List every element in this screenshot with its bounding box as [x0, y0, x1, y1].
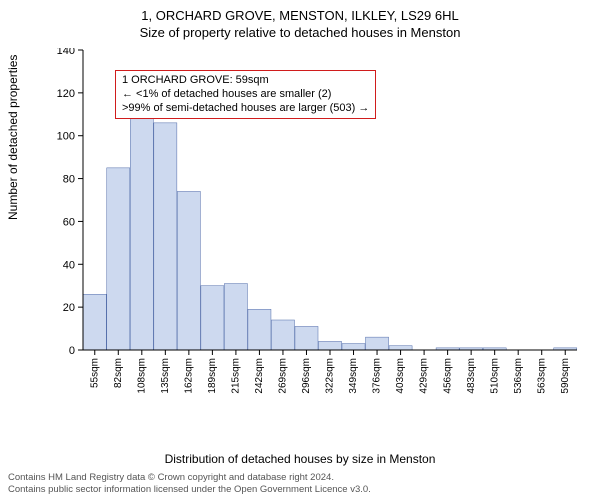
y-tick-label: 60 — [63, 216, 75, 228]
histogram-bar — [248, 309, 271, 350]
x-tick-label: 242sqm — [254, 358, 265, 394]
x-tick-label: 429sqm — [419, 358, 430, 394]
attribution-footer: Contains HM Land Registry data © Crown c… — [8, 472, 371, 496]
footer-line1: Contains HM Land Registry data © Crown c… — [8, 472, 371, 484]
x-tick-label: 536sqm — [513, 358, 524, 394]
x-tick-label: 483sqm — [466, 358, 477, 394]
x-tick-label: 108sqm — [136, 358, 147, 394]
x-tick-label: 55sqm — [89, 358, 100, 388]
x-tick-label: 82sqm — [113, 358, 124, 388]
x-tick-label: 189sqm — [207, 358, 218, 394]
histogram-bar — [389, 346, 412, 350]
x-tick-label: 215sqm — [231, 358, 242, 394]
histogram-bar — [177, 191, 200, 350]
y-tick-label: 120 — [57, 88, 75, 100]
footer-line2: Contains public sector information licen… — [8, 484, 371, 496]
y-tick-label: 100 — [57, 131, 75, 143]
x-tick-label: 322sqm — [325, 358, 336, 394]
y-axis-label: Number of detached properties — [6, 55, 20, 220]
annotation-line3: >99% of semi-detached houses are larger … — [122, 102, 369, 116]
y-tick-label: 140 — [57, 48, 75, 57]
x-axis-label: Distribution of detached houses by size … — [0, 452, 600, 466]
chart-area: 0 20 40 60 80 100 120 140 55sqm 82sqm 108sqm 135sqm… — [55, 48, 585, 398]
x-tick-label: 456sqm — [442, 358, 453, 394]
x-tick-label: 510sqm — [489, 358, 500, 394]
annotation-box: 1 ORCHARD GROVE: 59sqm ← <1% of detached… — [115, 70, 376, 119]
x-tick-label: 349sqm — [348, 358, 359, 394]
histogram-bar — [154, 123, 177, 350]
histogram-bar — [130, 119, 153, 350]
histogram-bar — [295, 326, 318, 350]
x-tick-label: 563sqm — [536, 358, 547, 394]
histogram-bar — [366, 337, 389, 350]
x-tick-label: 403sqm — [395, 358, 406, 394]
annotation-line2: ← <1% of detached houses are smaller (2) — [122, 88, 369, 102]
y-tick-label: 0 — [69, 345, 75, 357]
histogram-bar — [107, 168, 130, 350]
x-tick-label: 162sqm — [183, 358, 194, 394]
y-tick-label: 20 — [63, 302, 75, 314]
x-tick-label: 135sqm — [160, 358, 171, 394]
y-tick-label: 80 — [63, 174, 75, 186]
histogram-bar — [318, 341, 341, 350]
histogram-bar — [342, 344, 365, 350]
y-tick-label: 40 — [63, 259, 75, 271]
x-tick-label: 269sqm — [278, 358, 289, 394]
x-tick-label: 590sqm — [560, 358, 571, 394]
histogram-bar — [201, 286, 224, 350]
x-tick-label: 376sqm — [372, 358, 383, 394]
page-subtitle: Size of property relative to detached ho… — [0, 23, 600, 40]
histogram-bar — [271, 320, 294, 350]
histogram-bar — [83, 294, 106, 350]
x-tick-label: 296sqm — [301, 358, 312, 394]
histogram-bar — [224, 284, 247, 350]
annotation-line1: 1 ORCHARD GROVE: 59sqm — [122, 74, 369, 88]
page-title: 1, ORCHARD GROVE, MENSTON, ILKLEY, LS29 … — [0, 0, 600, 23]
